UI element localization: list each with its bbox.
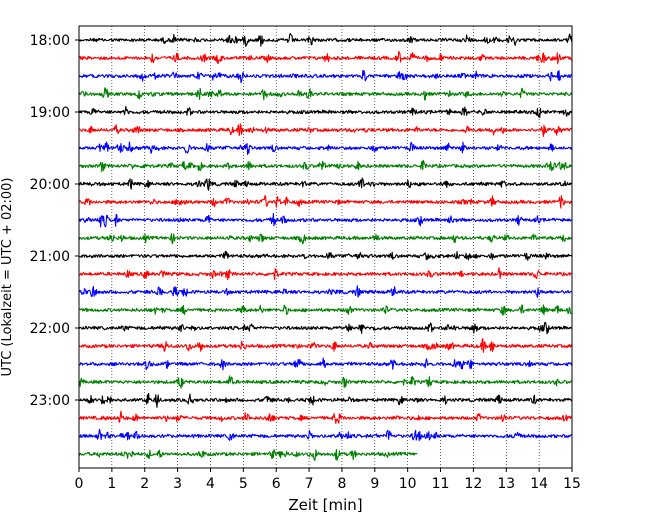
- plot-area-frame: [78, 25, 573, 469]
- trace-line: [78, 304, 572, 316]
- trace-line: [78, 428, 572, 442]
- trace-line: [78, 87, 573, 101]
- x-tick-label: 1: [107, 476, 116, 492]
- x-axis-ticks: 0 1 2 3 4 5 6 7 8 9 10 11 12 13 14 15: [75, 468, 581, 492]
- y-tick-label: 23:00: [30, 393, 70, 409]
- x-tick-label: 2: [140, 476, 149, 492]
- trace-line: [78, 50, 573, 65]
- x-tick-label: 3: [173, 476, 182, 492]
- trace-line: [78, 410, 573, 424]
- y-tick-label: 20:00: [30, 177, 70, 193]
- x-axis-label: Zeit [min]: [288, 496, 362, 514]
- trace-line: [78, 375, 573, 389]
- trace-line: [78, 321, 572, 335]
- trace-line: [78, 177, 572, 191]
- trace-line: [78, 141, 573, 155]
- trace-group: [78, 33, 573, 462]
- y-tick-label: 21:00: [30, 249, 70, 265]
- trace-line: [78, 232, 573, 245]
- x-tick-label: 13: [497, 476, 515, 492]
- x-tick-label: 9: [370, 476, 379, 492]
- y-axis-label: UTC (Lokalzeit = UTC + 02:00): [0, 178, 15, 377]
- x-tick-label: 15: [563, 476, 581, 492]
- trace-line: [78, 123, 572, 137]
- trace-line: [78, 392, 573, 408]
- x-tick-label: 5: [239, 476, 248, 492]
- trace-line: [78, 448, 418, 462]
- trace-line: [78, 357, 573, 371]
- trace-line: [78, 33, 573, 47]
- trace-line: [78, 70, 572, 84]
- trace-line: [78, 338, 573, 353]
- x-tick-label: 12: [464, 476, 482, 492]
- x-tick-label: 6: [272, 476, 281, 492]
- x-tick-label: 0: [75, 476, 84, 492]
- x-tick-label: 10: [399, 476, 417, 492]
- trace-line: [78, 212, 572, 228]
- trace-line: [78, 267, 572, 281]
- trace-line: [78, 285, 572, 298]
- y-tick-label: 19:00: [30, 105, 70, 121]
- x-tick-label: 4: [206, 476, 215, 492]
- x-tick-label: 14: [530, 476, 548, 492]
- x-tick-label: 8: [337, 476, 346, 492]
- y-axis-ticks: 18:00 19:00 20:00 21:00 22:00 23:00: [30, 33, 79, 409]
- trace-line: [78, 159, 572, 173]
- trace-line: [78, 195, 573, 209]
- y-tick-label: 22:00: [30, 321, 70, 337]
- trace-line: [78, 105, 573, 118]
- x-tick-label: 11: [432, 476, 450, 492]
- x-tick-label: 7: [305, 476, 314, 492]
- trace-line: [78, 250, 573, 261]
- y-tick-label: 18:00: [30, 33, 70, 49]
